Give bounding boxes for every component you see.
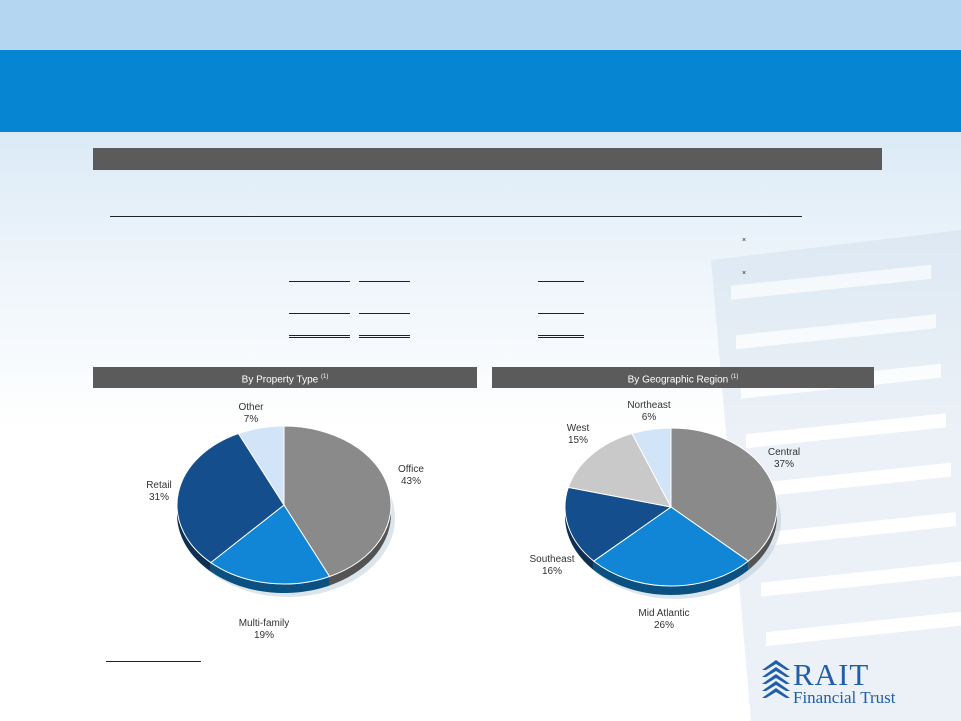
table-rule — [359, 281, 410, 282]
table-top-rule — [110, 216, 802, 217]
slice-value-label: 6% — [642, 412, 657, 423]
slice-label: Central — [768, 447, 800, 458]
chart-title-text: By Geographic Region — [627, 374, 729, 386]
table-mark: × — [742, 237, 747, 244]
slice-value-label: 31% — [149, 492, 169, 503]
chart-title-text: By Property Type — [241, 374, 319, 386]
pie-slice-mid-atlantic — [592, 506, 750, 587]
chart-title-footnote: (1) — [320, 374, 329, 380]
slice-value-label: 15% — [568, 435, 588, 446]
table-rule — [289, 313, 350, 314]
title-band — [0, 50, 961, 132]
logo-name: RAIT — [793, 657, 869, 692]
pie-slice-side — [593, 561, 749, 595]
table-rule — [359, 337, 410, 338]
pie-slice-retail — [176, 432, 285, 564]
slice-label: Other — [238, 402, 264, 413]
slice-label: West — [567, 423, 590, 434]
table-rule — [289, 337, 350, 338]
table-mark: × — [742, 270, 747, 277]
section-header-bar — [93, 148, 882, 170]
slice-label: Southeast — [529, 554, 574, 565]
top-band — [0, 0, 961, 50]
slice-label: Mid Atlantic — [638, 608, 689, 619]
table-rule — [289, 281, 350, 282]
slice-label: Northeast — [627, 400, 671, 411]
pie-slice-southeast — [564, 486, 673, 562]
table-rule — [538, 313, 584, 314]
pie-slice-multi-family — [209, 504, 331, 585]
table-rule — [359, 313, 410, 314]
footnote-rule — [106, 661, 201, 662]
slice-value-label: 43% — [401, 476, 421, 487]
slice-label: Retail — [146, 480, 172, 491]
background — [0, 130, 961, 721]
chart-title-geographic-region: By Geographic Region (1) — [492, 367, 874, 388]
table-rule — [538, 335, 584, 336]
slice-value-label: 16% — [542, 566, 562, 577]
slice-value-label: 7% — [244, 414, 259, 425]
chart-title-footnote: (1) — [731, 374, 739, 380]
slice-value-label: 19% — [254, 630, 274, 641]
pie-slice-side — [210, 562, 330, 593]
pie-slice-other — [237, 425, 285, 507]
pie-slice-office — [283, 425, 392, 578]
slice-label: Office — [398, 464, 424, 475]
pie-slice-central — [670, 427, 778, 562]
building-watermark — [711, 230, 961, 721]
table-rule — [289, 335, 350, 336]
slice-label: Multi-family — [239, 618, 290, 629]
logo-tagline: Financial Trust — [793, 688, 896, 706]
slice-value-label: 37% — [774, 459, 794, 470]
pie-slice-northeast — [631, 427, 672, 508]
chart-title-property-type: By Property Type (1) — [93, 367, 477, 388]
slice-value-label: 26% — [654, 620, 674, 631]
rait-logo: RAIT Financial Trust — [762, 657, 896, 706]
table-rule — [538, 337, 584, 338]
table-rule — [359, 335, 410, 336]
pie-slice-west — [567, 432, 672, 508]
table-rule — [538, 281, 584, 282]
